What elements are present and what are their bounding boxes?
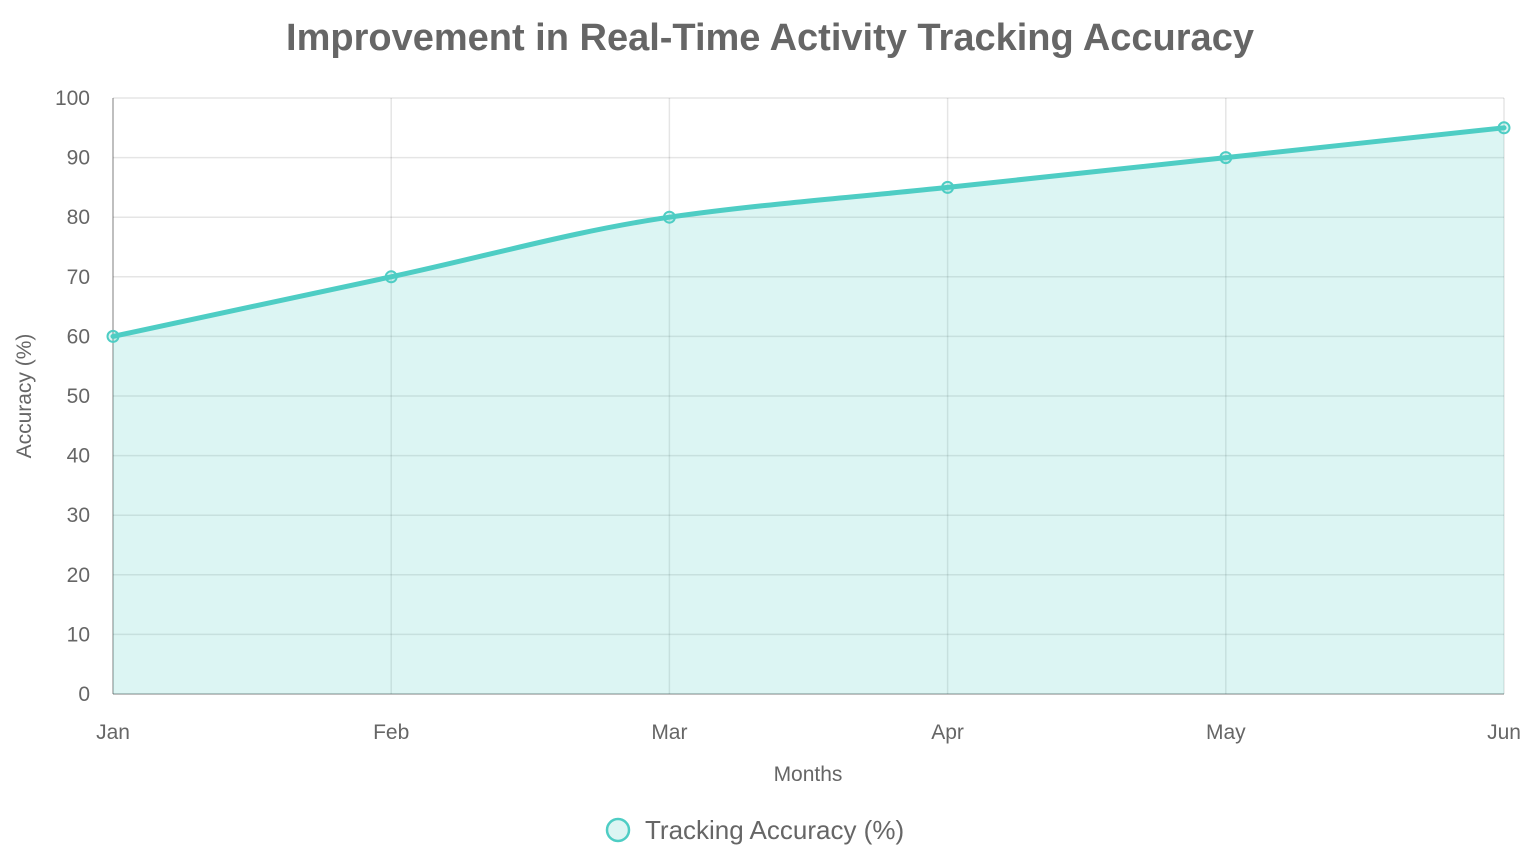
legend[interactable]: Tracking Accuracy (%)	[605, 815, 904, 845]
series-line	[110, 125, 1507, 339]
x-tick-label: Mar	[651, 721, 687, 744]
legend-marker	[605, 817, 631, 843]
chart-title: Improvement in Real-Time Activity Tracki…	[286, 17, 1254, 59]
y-tick-label: 70	[67, 266, 90, 289]
data-point[interactable]	[941, 180, 955, 194]
x-tick-label: May	[1206, 721, 1246, 744]
x-tick-label: Jan	[96, 721, 130, 744]
x-tick-label: Feb	[373, 721, 409, 744]
data-point[interactable]	[384, 270, 398, 284]
area-layer	[113, 127, 1504, 695]
y-axis-title: Accuracy (%)	[13, 334, 36, 459]
y-tick-label: 10	[67, 623, 90, 646]
y-tick-label: 20	[67, 564, 90, 587]
data-point[interactable]	[1497, 121, 1511, 135]
data-point[interactable]	[106, 329, 120, 343]
y-axis-ticks: 0 10 20 30 40 50 60 70 80 90 100	[55, 87, 90, 706]
grid	[112, 97, 1505, 695]
y-tick-label: 40	[67, 445, 90, 468]
y-tick-label: 80	[67, 206, 90, 229]
x-tick-label: Jun	[1487, 721, 1521, 744]
data-point[interactable]	[1219, 151, 1233, 165]
data-point[interactable]	[662, 210, 676, 224]
x-axis-title: Months	[774, 763, 843, 786]
y-tick-label: 30	[67, 504, 90, 527]
points-layer	[106, 121, 1511, 343]
y-tick-label: 50	[67, 385, 90, 408]
series-area-fill	[113, 127, 1504, 695]
y-tick-label: 0	[78, 683, 90, 706]
y-tick-label: 90	[67, 147, 90, 170]
legend-label: Tracking Accuracy (%)	[645, 815, 904, 845]
line-layer	[110, 125, 1507, 339]
y-tick-label: 100	[55, 87, 90, 110]
y-tick-label: 60	[67, 325, 90, 348]
x-axis-ticks: Jan Feb Mar Apr May Jun	[96, 721, 1521, 744]
x-tick-label: Apr	[931, 721, 964, 744]
